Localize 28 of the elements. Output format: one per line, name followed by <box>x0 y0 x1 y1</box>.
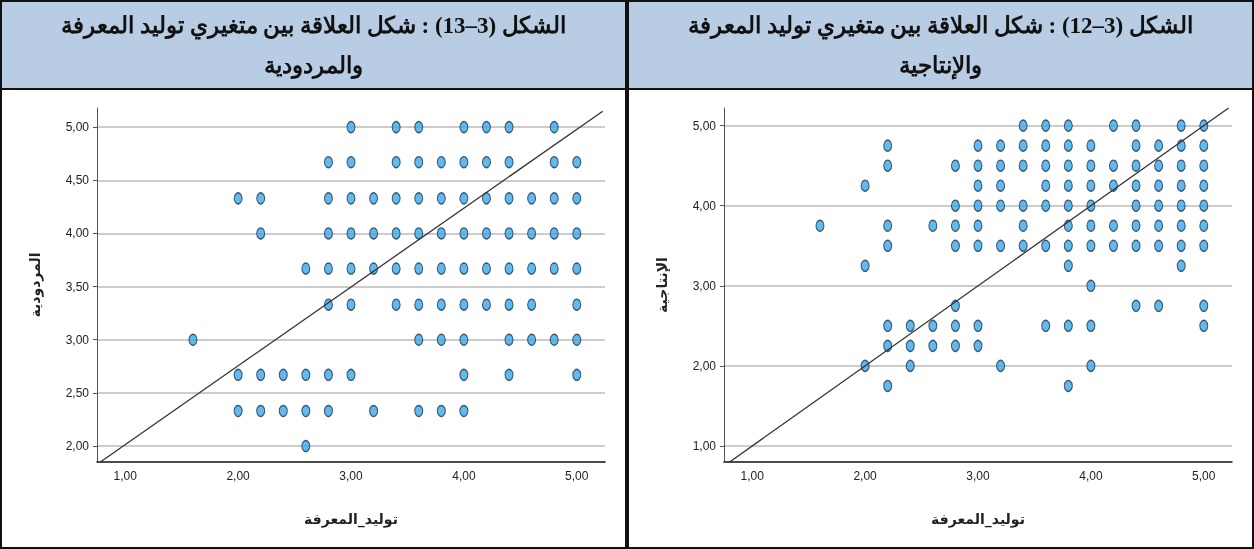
y-tick-label: 1,00 <box>692 438 717 453</box>
x-axis-title: توليد_المعرفة <box>304 511 398 528</box>
x-tick-label: 3,00 <box>339 469 363 483</box>
y-tick-label: 4,00 <box>692 198 717 213</box>
x-tick-label: 2,00 <box>226 469 251 483</box>
x-tick-label: 3,00 <box>966 469 990 483</box>
y-tick-label: 5,00 <box>692 118 717 133</box>
x-tick-label: 4,00 <box>1079 469 1103 483</box>
chart-title: الشكل (3–12) : شكل العلاقة بين متغيري توليد المعرفة والإنتاجية <box>629 2 1252 90</box>
y-tick-label: 4,50 <box>65 173 90 188</box>
y-tick-label: 3,50 <box>65 279 90 294</box>
y-tick-label: 4,00 <box>65 226 90 241</box>
y-tick-label: 3,00 <box>65 332 90 347</box>
y-tick-label: 5,00 <box>65 120 90 135</box>
y-axis-title: الإنتاجية <box>654 257 671 313</box>
x-axis-title: توليد_المعرفة <box>931 511 1025 528</box>
x-tick-label: 1,00 <box>113 469 138 483</box>
y-tick-label: 2,00 <box>65 439 90 454</box>
x-tick-label: 4,00 <box>452 469 476 483</box>
y-tick-label: 2,50 <box>65 385 90 400</box>
x-tick-label: 5,00 <box>565 469 589 483</box>
x-tick-label: 1,00 <box>740 469 765 483</box>
x-tick-label: 2,00 <box>853 469 878 483</box>
chart-title: الشكل (3–13) : شكل العلاقة بين متغيري توليد المعرفة والمردودية <box>2 2 625 90</box>
y-tick-label: 3,00 <box>692 278 717 293</box>
x-tick-label: 5,00 <box>1192 469 1216 483</box>
y-axis-title: المردودية <box>27 252 44 318</box>
y-tick-label: 2,00 <box>692 358 717 373</box>
